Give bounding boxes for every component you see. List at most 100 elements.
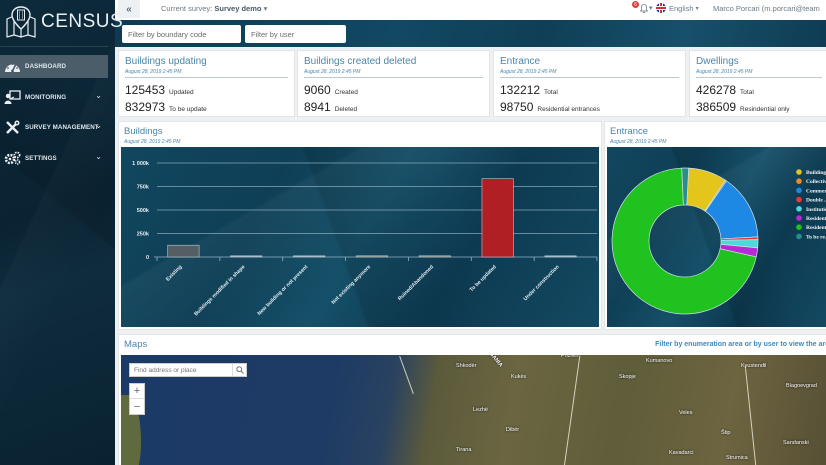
map-filter-hint: Filter by enumeration area or by user to…: [655, 341, 826, 348]
boundary-code-filter-input[interactable]: [122, 25, 241, 43]
panel-title: Buildings: [124, 126, 163, 137]
stat-label: Total: [740, 89, 754, 96]
zoom-out-button[interactable]: −: [133, 400, 141, 413]
panel-title: Maps: [124, 339, 148, 350]
survey-label: Current survey:: [161, 4, 215, 13]
stat-row: 132212 Total: [500, 83, 558, 97]
chevron-down-icon: ⌄: [95, 121, 102, 130]
uk-flag-icon: [656, 3, 666, 13]
census-map-pin-icon: [6, 6, 36, 38]
stat-value: 386509: [696, 100, 737, 114]
search-icon: [235, 366, 244, 374]
dashboard-gauge-icon: [2, 59, 22, 75]
stat-label: Deleted: [334, 106, 358, 113]
sidebar-nav: DASHBOARD MONITORING ⌄ SURVEY MANAGEMENT…: [0, 55, 108, 177]
map-label: Kavadarci: [669, 450, 694, 456]
sidebar: CENSUS DASHBOARD MONITORING ⌄ SURVEY MAN…: [0, 0, 123, 465]
map-label: Prizren: [561, 355, 579, 359]
panel-title: Entrance: [610, 126, 649, 137]
svg-text:Buildings modified in shape: Buildings modified in shape: [193, 264, 246, 317]
zoom-in-button[interactable]: +: [130, 384, 144, 399]
sidebar-item-monitoring[interactable]: MONITORING ⌄: [0, 86, 108, 109]
stat-row: 8941 Deleted: [304, 100, 357, 114]
survey-value: Survey demo: [214, 4, 262, 13]
language-selector[interactable]: English ▾: [656, 3, 699, 13]
card-date: August 28, 2019 2:45 PM: [304, 69, 361, 75]
svg-text:New building or not present: New building or not present: [257, 264, 310, 317]
stat-value: 98750: [500, 100, 534, 114]
stat-row: 832973 To be update: [125, 100, 207, 114]
map-label: Kumanovo: [646, 358, 673, 364]
card-divider: [304, 77, 483, 78]
sidebar-item-label: SETTINGS: [25, 154, 57, 162]
stat-label: To be update: [169, 106, 207, 113]
app-logo[interactable]: CENSUS: [4, 5, 123, 39]
card-title: Dwellings: [696, 56, 739, 67]
stat-value: 832973: [125, 100, 166, 114]
sidebar-item-survey-management[interactable]: SURVEY MANAGEMENT ⌄: [0, 116, 108, 139]
svg-text:Collective...: Collective...: [806, 179, 826, 185]
svg-text:Ruined/Abandoned: Ruined/Abandoned: [397, 264, 435, 302]
app-name: CENSUS: [41, 11, 124, 32]
svg-text:1 000k: 1 000k: [132, 161, 150, 167]
map-search-box: [129, 363, 247, 377]
caret-down-icon: ▾: [695, 5, 699, 12]
svg-text:Under construction: Under construction: [523, 264, 561, 302]
satellite-map[interactable]: Shkodër Kukës Prizren Lezhë Dibër Tirana…: [121, 355, 826, 465]
caret-down-icon: ▾: [263, 4, 268, 13]
caret-down-icon: ▾: [649, 5, 653, 12]
map-label: Kyustendil: [741, 363, 767, 369]
bar-chart-svg: 0 250k 500k 750k 1 000k Existing Buildings mod…: [132, 161, 598, 317]
dwellings-card: Dwellings August 28, 2019 2:45 PM 426278…: [689, 50, 826, 117]
stat-row: 426278 Total: [696, 83, 754, 97]
panel-date: August 28, 2019 2:45 PM: [124, 139, 181, 145]
logo-divider: [0, 46, 108, 47]
svg-text:500k: 500k: [137, 208, 150, 214]
stat-row: 386509 Resindential only: [696, 100, 790, 114]
card-title: Buildings updating: [125, 56, 207, 67]
map-label: Kukës: [511, 374, 527, 380]
svg-text:Double ...: Double ...: [806, 198, 826, 204]
map-border: [744, 365, 759, 465]
map-label: Blagoevgrad: [786, 383, 817, 389]
stat-label: Updated: [169, 89, 194, 96]
filter-bar: [115, 20, 826, 47]
buildings-bar-chart: 0 250k 500k 750k 1 000k Existing Buildings mod…: [121, 147, 599, 327]
user-menu[interactable]: Marco Porcari (m.porcari@team: [713, 4, 820, 13]
map-label: ALBANIA: [483, 355, 504, 369]
map-search-button[interactable]: [232, 364, 246, 376]
map-border: [399, 356, 414, 394]
map-search-input[interactable]: [130, 364, 232, 376]
card-date: August 28, 2019 2:45 PM: [696, 69, 753, 75]
svg-text:Residential...: Residential...: [806, 225, 826, 231]
chevron-down-icon: ⌄: [95, 151, 102, 161]
stat-label: Resindential only: [740, 106, 790, 113]
bell-icon: [639, 4, 649, 15]
sidebar-item-dashboard[interactable]: DASHBOARD: [0, 55, 108, 78]
stat-row: 98750 Residential entrances: [500, 100, 600, 114]
user-filter-input[interactable]: [245, 25, 346, 43]
entrance-chart-panel: Entrance August 28, 2019 2:45 PM Buildin…: [604, 121, 826, 330]
map-label: Tirana: [456, 447, 472, 453]
stat-row: 9060 Created: [304, 83, 358, 97]
stat-label: Residential entrances: [537, 106, 600, 113]
collapse-sidebar-button[interactable]: «: [118, 0, 140, 18]
buildings-chart-panel: Buildings August 28, 2019 2:45 PM 0 250k 5…: [118, 121, 602, 330]
wrench-screwdriver-icon: [2, 120, 22, 136]
svg-text:Commercial...: Commercial...: [806, 188, 826, 194]
buildings-updating-card: Buildings updating August 28, 2019 2:45 …: [118, 50, 295, 117]
map-border: [562, 355, 581, 465]
current-survey-selector[interactable]: Current survey: Survey demo ▾: [161, 4, 267, 13]
map-label: Strumica: [726, 455, 748, 461]
stat-value: 9060: [304, 83, 331, 97]
notifications-button[interactable]: 6 ▾: [628, 1, 653, 17]
svg-text:To be updated: To be updated: [469, 264, 498, 293]
svg-text:Residential...: Residential...: [806, 216, 826, 222]
sidebar-item-label: MONITORING: [25, 93, 67, 101]
map-label: Lezhë: [473, 407, 488, 413]
card-date: August 28, 2019 2:45 PM: [500, 69, 557, 75]
svg-text:250k: 250k: [137, 232, 150, 238]
sidebar-item-settings[interactable]: SETTINGS ⌄: [0, 147, 108, 170]
entrance-card: Entrance August 28, 2019 2:45 PM 132212 T…: [493, 50, 686, 117]
svg-text:0: 0: [146, 255, 149, 261]
